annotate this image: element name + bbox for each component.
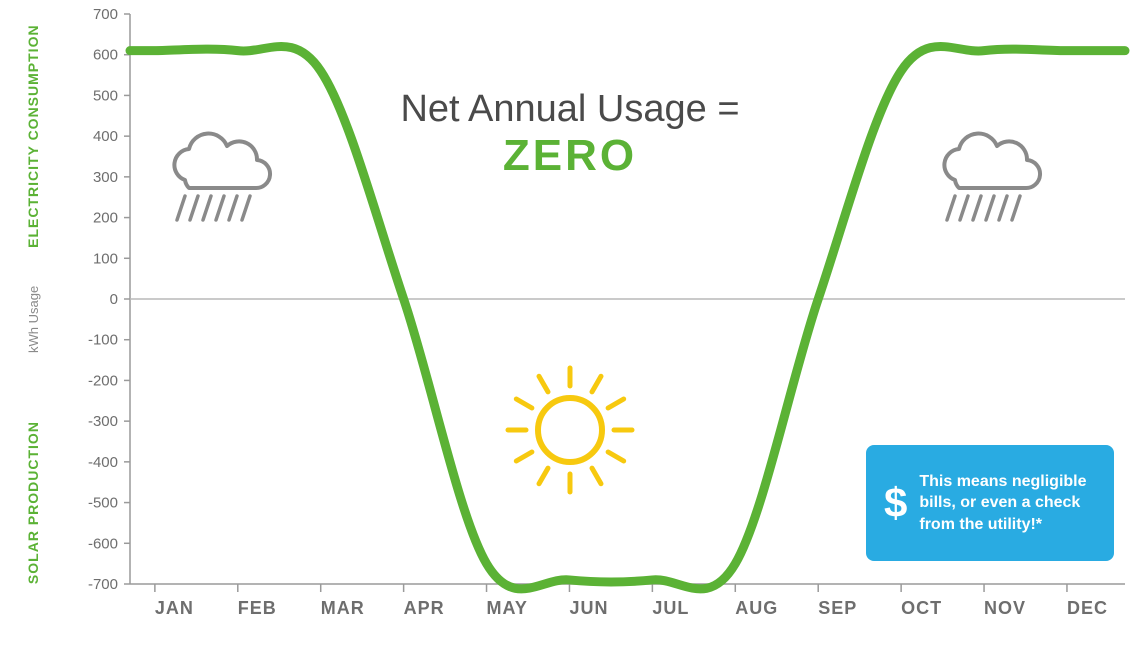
y-tick-label: -300 xyxy=(88,413,118,430)
sun-ray xyxy=(592,376,601,392)
rain-cloud-icon xyxy=(174,134,270,220)
month-label: MAR xyxy=(321,598,365,618)
y-tick-label: 100 xyxy=(93,250,118,267)
month-label: SEP xyxy=(818,598,857,618)
rain-stroke xyxy=(999,196,1007,220)
month-label: FEB xyxy=(238,598,277,618)
y-tick-label: -400 xyxy=(88,454,118,471)
chart-stage: 700 600 500 400 300 200 100 0 -100 -200 -300 -400 -5… xyxy=(0,0,1140,650)
sun-ray xyxy=(539,376,548,392)
month-label: APR xyxy=(404,598,445,618)
y-tick-label: 300 xyxy=(93,169,118,186)
y-title-consumption: ELECTRICITY CONSUMPTION xyxy=(25,24,41,247)
y-tick-label: -600 xyxy=(88,535,118,552)
y-tick-label: -100 xyxy=(88,332,118,349)
rain-stroke xyxy=(229,196,237,220)
rain-stroke xyxy=(203,196,211,220)
month-label: AUG xyxy=(735,598,778,618)
rain-stroke xyxy=(216,196,224,220)
y-tick-label: 0 xyxy=(110,291,118,308)
callout-box: $ This means negligible bills, or even a… xyxy=(866,445,1114,561)
sun-ray xyxy=(516,452,532,461)
sun-core xyxy=(538,398,602,462)
sun-ray xyxy=(608,452,624,461)
rain-stroke xyxy=(1012,196,1020,220)
dollar-icon: $ xyxy=(884,482,907,524)
rain-stroke xyxy=(242,196,250,220)
y-tick-label: 500 xyxy=(93,87,118,104)
sun-icon xyxy=(508,368,632,492)
sun-ray xyxy=(539,468,548,484)
cloud-outline xyxy=(174,134,270,188)
sun-ray xyxy=(516,399,532,408)
rain-stroke xyxy=(947,196,955,220)
cloud-outline xyxy=(944,134,1040,188)
y-tick-label: -700 xyxy=(88,576,118,593)
y-tick-label: 400 xyxy=(93,128,118,145)
month-label: JAN xyxy=(155,598,194,618)
rain-cloud-icon xyxy=(944,134,1040,220)
sun-ray xyxy=(608,399,624,408)
y-tick-label: 200 xyxy=(93,210,118,227)
month-label: DEC xyxy=(1067,598,1108,618)
month-label: JUN xyxy=(569,598,608,618)
month-label: OCT xyxy=(901,598,942,618)
rain-stroke xyxy=(190,196,198,220)
callout-text: This means negligible bills, or even a c… xyxy=(919,471,1096,536)
y-tick-label: 600 xyxy=(93,47,118,64)
rain-stroke xyxy=(973,196,981,220)
month-label: JUL xyxy=(652,598,689,618)
y-tick-label: 700 xyxy=(93,6,118,23)
y-title-production: SOLAR PRODUCTION xyxy=(25,421,41,584)
y-tick-label: -200 xyxy=(88,372,118,389)
rain-stroke xyxy=(960,196,968,220)
rain-stroke xyxy=(177,196,185,220)
rain-stroke xyxy=(986,196,994,220)
y-title-kwh: kWh Usage xyxy=(26,286,41,353)
y-tick-label: -500 xyxy=(88,495,118,512)
sun-ray xyxy=(592,468,601,484)
month-label: MAY xyxy=(487,598,528,618)
month-label: NOV xyxy=(984,598,1026,618)
